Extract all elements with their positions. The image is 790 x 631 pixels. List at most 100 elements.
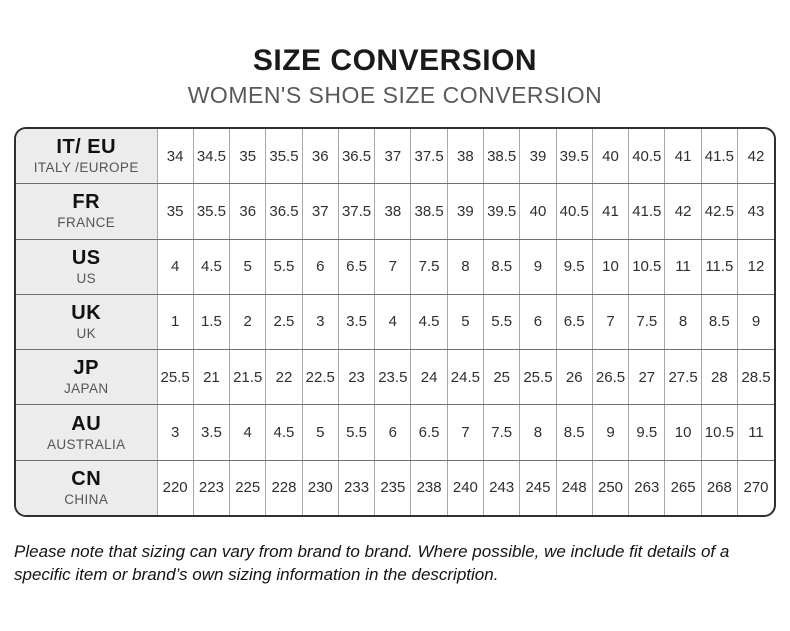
size-value-cell: 21.5 <box>229 349 267 406</box>
size-value-cell: 6.5 <box>410 404 448 461</box>
size-value-cell: 4 <box>229 404 267 461</box>
page-title: SIZE CONVERSION <box>252 44 538 77</box>
size-value-cell: 5.5 <box>338 404 376 461</box>
size-conversion-table: IT/ EU ITALY /EUROPE 34 34.5 35 35.5 36 36.5 37 3… <box>16 129 774 515</box>
size-value-cell: 6.5 <box>338 239 376 295</box>
size-value-cell: 5 <box>447 294 485 351</box>
size-value-cell: 223 <box>193 460 231 515</box>
size-value-cell: 11 <box>737 404 774 461</box>
row-header-code: IT/ EU <box>56 136 117 159</box>
size-value-cell: 268 <box>701 460 739 515</box>
size-value-cell: 28 <box>701 349 739 406</box>
size-value-cell: 39.5 <box>556 129 593 185</box>
size-value-cell: 41 <box>664 129 702 185</box>
size-value-cell: 35 <box>157 183 194 240</box>
size-value-cell: 235 <box>374 460 412 515</box>
size-table-body: IT/ EU ITALY /EUROPE 34 34.5 35 35.5 36 36.5 37 3… <box>16 129 774 515</box>
size-value-cell: 243 <box>483 460 521 515</box>
size-value-cell: 36 <box>302 129 339 185</box>
size-value-cell: 34.5 <box>193 129 231 185</box>
size-value-cell: 3 <box>157 404 194 461</box>
size-value-cell: 10 <box>592 239 630 295</box>
size-value-cell: 37 <box>302 183 339 240</box>
size-value-cell: 6 <box>374 404 412 461</box>
size-value-cell: 23 <box>338 349 376 406</box>
size-value-cell: 6 <box>302 239 339 295</box>
size-value-cell: 41.5 <box>628 183 666 240</box>
size-value-cell: 22.5 <box>302 349 339 406</box>
size-value-cell: 5.5 <box>265 239 303 295</box>
size-value-cell: 4.5 <box>193 239 231 295</box>
table-row: US US 4 4.5 5 5.5 6 6.5 7 7.5 8 8.5 9 9.5 10 10.5 11 11.5… <box>16 239 774 295</box>
size-value-cell: 35.5 <box>193 183 231 240</box>
size-value-cell: 1 <box>157 294 194 351</box>
size-value-cell: 250 <box>592 460 630 515</box>
size-value-cell: 4.5 <box>410 294 448 351</box>
size-value-cell: 6.5 <box>556 294 593 351</box>
row-header-cell: US US <box>16 239 158 295</box>
row-header-code: US <box>71 246 101 269</box>
size-value-cell: 40 <box>519 183 557 240</box>
size-value-cell: 8.5 <box>556 404 593 461</box>
row-header-region: AUSTRALIA <box>46 436 126 452</box>
size-value-cell: 22 <box>265 349 303 406</box>
size-value-cell: 39 <box>519 129 557 185</box>
row-header-cell: IT/ EU ITALY /EUROPE <box>16 129 158 185</box>
size-value-cell: 8 <box>664 294 702 351</box>
size-value-cell: 248 <box>556 460 593 515</box>
size-value-cell: 42.5 <box>701 183 739 240</box>
size-value-cell: 228 <box>265 460 303 515</box>
size-value-cell: 6 <box>519 294 557 351</box>
size-value-cell: 3.5 <box>338 294 376 351</box>
row-header-code: AU <box>71 412 102 435</box>
size-value-cell: 245 <box>519 460 557 515</box>
size-value-cell: 3 <box>302 294 339 351</box>
size-value-cell: 27.5 <box>664 349 702 406</box>
size-value-cell: 40 <box>592 129 630 185</box>
row-header-region: JAPAN <box>63 381 109 397</box>
size-value-cell: 1.5 <box>193 294 231 351</box>
size-value-cell: 41 <box>592 183 630 240</box>
size-value-cell: 39.5 <box>483 183 521 240</box>
table-row: UK UK 1 1.5 2 2.5 3 3.5 4 4.5 5 5.5 6 6.5 7 7.5 8 8.5 9 <box>16 294 774 351</box>
page-subtitle: WOMEN'S SHOE SIZE CONVERSION <box>187 82 603 108</box>
row-header-cell: FR FRANCE <box>16 183 158 240</box>
size-value-cell: 21 <box>193 349 231 406</box>
size-value-cell: 9.5 <box>556 239 593 295</box>
size-value-cell: 8.5 <box>701 294 739 351</box>
size-value-cell: 40.5 <box>556 183 593 240</box>
size-value-cell: 38 <box>447 129 485 185</box>
size-value-cell: 28.5 <box>737 349 774 406</box>
table-row: CN CHINA 220 223 225 228 230 233 235 238 240 243 245… <box>16 460 774 515</box>
size-value-cell: 34 <box>157 129 194 185</box>
row-header-code: CN <box>71 467 102 490</box>
size-value-cell: 36.5 <box>338 129 376 185</box>
table-row: IT/ EU ITALY /EUROPE 34 34.5 35 35.5 36 36.5 37 3… <box>16 129 774 185</box>
row-header-cell: AU AUSTRALIA <box>16 404 158 461</box>
size-value-cell: 10.5 <box>701 404 739 461</box>
sizing-disclaimer-note: Please note that sizing can vary from br… <box>14 542 730 584</box>
row-header-region: CHINA <box>64 491 109 507</box>
size-value-cell: 40.5 <box>628 129 666 185</box>
row-header-code: UK <box>71 301 102 324</box>
size-value-cell: 2 <box>229 294 267 351</box>
size-value-cell: 36 <box>229 183 267 240</box>
size-value-cell: 5 <box>229 239 267 295</box>
size-value-cell: 35 <box>229 129 267 185</box>
size-value-cell: 4 <box>157 239 194 295</box>
size-value-cell: 238 <box>410 460 448 515</box>
size-value-cell: 27 <box>628 349 666 406</box>
table-row: FR FRANCE 35 35.5 36 36.5 37 37.5 38 38.5 39 39.5 40… <box>16 183 774 240</box>
table-row: JP JAPAN 25.5 21 21.5 22 22.5 23 23.5 24 24.5 25 25.… <box>16 349 774 406</box>
size-value-cell: 39 <box>447 183 485 240</box>
row-header-cell: UK UK <box>16 294 158 351</box>
size-value-cell: 263 <box>628 460 666 515</box>
row-header-region: UK <box>76 325 97 341</box>
size-value-cell: 25 <box>483 349 521 406</box>
row-header-region: ITALY /EUROPE <box>33 160 139 176</box>
size-value-cell: 42 <box>737 129 774 185</box>
size-value-cell: 26 <box>556 349 593 406</box>
size-value-cell: 38.5 <box>483 129 521 185</box>
size-value-cell: 225 <box>229 460 267 515</box>
